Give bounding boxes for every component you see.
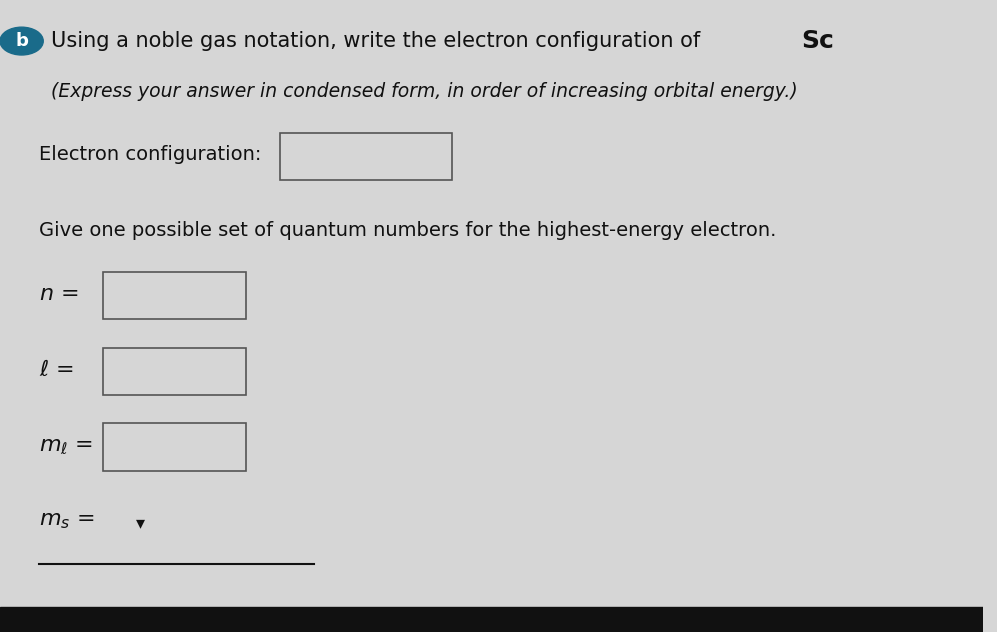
Text: Sc: Sc [801,29,833,53]
Text: Electron configuration:: Electron configuration: [39,145,261,164]
Text: $m_\ell$ =: $m_\ell$ = [39,435,94,456]
Bar [0,607,983,632]
Text: $m_s$ =: $m_s$ = [39,511,95,532]
Circle shape [0,27,43,55]
Text: Using a noble gas notation, write the electron configuration of: Using a noble gas notation, write the el… [51,31,707,51]
FancyBboxPatch shape [103,423,245,471]
Text: ▾: ▾ [136,514,145,532]
Text: b: b [15,32,28,50]
FancyBboxPatch shape [280,133,452,180]
Text: (Express your answer in condensed form, in order of increasing orbital energy.): (Express your answer in condensed form, … [51,82,798,101]
FancyBboxPatch shape [103,272,245,319]
Text: $n$ =: $n$ = [39,284,79,304]
FancyBboxPatch shape [103,348,245,395]
Text: $\ell$ =: $\ell$ = [39,360,74,380]
Text: Give one possible set of quantum numbers for the highest-energy electron.: Give one possible set of quantum numbers… [39,221,777,240]
